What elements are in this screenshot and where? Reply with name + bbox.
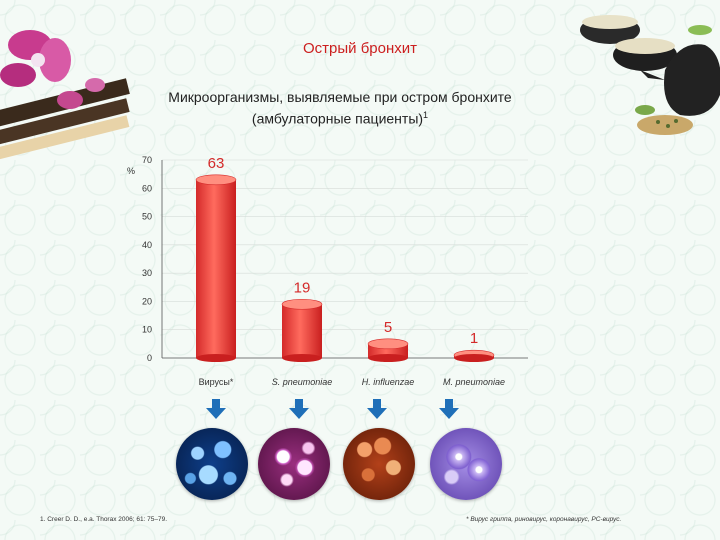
slide-title: Острый бронхит <box>302 40 418 57</box>
bar-cap <box>281 298 323 310</box>
bar-base <box>368 354 408 362</box>
y-tick-label: 50 <box>142 212 152 222</box>
value-label: 1 <box>470 330 478 347</box>
category-label: H. influenzae <box>362 377 415 387</box>
subtitle-line-2-text: (амбулаторные пациенты) <box>251 110 424 127</box>
value-label: 63 <box>208 155 225 172</box>
y-tick-label: 60 <box>142 183 152 193</box>
arrow-down-icon <box>289 399 309 419</box>
category-label: S. pneumoniae <box>272 377 333 387</box>
subtitle-line-1: Микроорганизмы, выявляемые при остром бр… <box>168 89 512 105</box>
bar-base <box>282 354 322 362</box>
category-label: M. pneumoniae <box>443 377 505 387</box>
subtitle-line-2: (амбулаторные пациенты)1 <box>100 106 580 128</box>
tea-decoration <box>580 15 720 135</box>
arrow-down-icon <box>206 399 226 419</box>
y-tick-label: 0 <box>147 353 152 363</box>
bar <box>282 304 322 358</box>
orchid-decoration <box>0 30 130 161</box>
value-label: 5 <box>384 319 392 336</box>
bar-base <box>454 354 494 362</box>
y-unit-label: % <box>127 166 135 176</box>
reference-footnote: 1. Creer D. D., e.a. Thorax 2006; 61: 75… <box>40 516 168 523</box>
bar-cap <box>195 174 237 186</box>
pneumococcus-image <box>258 428 330 500</box>
haemophilus-image <box>343 428 415 500</box>
bar-cap <box>367 338 409 350</box>
bar <box>196 179 236 358</box>
reference-marker: 1 <box>423 110 429 120</box>
y-tick-label: 30 <box>142 268 152 278</box>
asterisk-footnote: * Вирус гриппа, риновирус, коронавирус, … <box>466 516 622 523</box>
y-tick-label: 40 <box>142 240 152 250</box>
virus-image <box>176 428 248 500</box>
y-tick-label: 70 <box>142 155 152 165</box>
y-tick-label: 20 <box>142 296 152 306</box>
mycoplasma-image <box>430 428 502 500</box>
chart-subtitle: Микроорганизмы, выявляемые при остром бр… <box>100 88 580 128</box>
arrow-down-icon <box>439 399 459 419</box>
bar-base <box>196 354 236 362</box>
y-tick-label: 10 <box>142 325 152 335</box>
category-label: Вирусы* <box>199 377 234 387</box>
value-label: 19 <box>294 279 311 296</box>
arrow-down-icon <box>367 399 387 419</box>
